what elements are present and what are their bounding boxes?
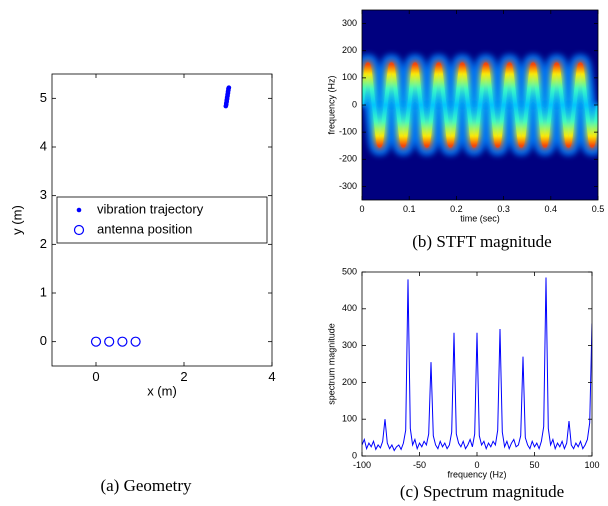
x-tick-label: 2 — [180, 369, 187, 384]
marker — [117, 336, 128, 347]
x-tick-label: 0.2 — [450, 204, 463, 214]
axes-box — [361, 271, 593, 457]
x-tick-label: 0.4 — [545, 204, 558, 214]
x-tick-label: 0 — [359, 204, 364, 214]
x-axis-label: frequency (Hz) — [447, 470, 506, 480]
marker — [104, 336, 115, 347]
x-tick-label: 0 — [92, 369, 99, 384]
legend-box — [56, 196, 268, 244]
y-tick-label: 200 — [342, 45, 357, 55]
x-tick-label: 0 — [474, 460, 479, 470]
x-tick-label: 100 — [584, 460, 599, 470]
axes-box — [51, 73, 273, 367]
marker — [226, 85, 232, 90]
legend-label: antenna position — [97, 221, 192, 236]
plot-area — [90, 85, 232, 347]
x-tick-label: -50 — [413, 460, 426, 470]
plot-area — [362, 54, 598, 156]
y-tick-label: -100 — [339, 127, 357, 137]
legend-marker — [76, 207, 82, 213]
legend-marker — [73, 224, 85, 236]
plot-area — [362, 277, 592, 452]
y-tick-label: 0 — [352, 450, 357, 460]
marker — [130, 336, 141, 347]
panel: -100 -50 0 50 100 0 100 200 300 400 500 frequency (… — [326, 266, 599, 501]
y-tick-label: 0 — [40, 333, 47, 348]
marker — [90, 336, 102, 347]
y-tick-label: 0 — [352, 99, 357, 109]
y-tick-label: -300 — [339, 181, 357, 191]
x-axis-label: time (sec) — [460, 214, 500, 224]
ridge-core — [362, 62, 598, 148]
y-axis-label: frequency (Hz) — [326, 75, 336, 134]
caption: (c) Spectrum magnitude — [400, 482, 564, 501]
y-tick-label: 500 — [342, 266, 357, 276]
y-tick-label: 100 — [342, 414, 357, 424]
x-tick-label: 0.1 — [403, 204, 416, 214]
y-tick-label: 400 — [342, 303, 357, 313]
x-tick-label: 50 — [529, 460, 539, 470]
x-tick-label: -100 — [353, 460, 371, 470]
x-tick-label: 0.3 — [497, 204, 510, 214]
y-tick-label: -200 — [339, 154, 357, 164]
x-tick-label: 4 — [268, 369, 275, 384]
x-axis-label: x (m) — [147, 384, 177, 399]
spectrum-line — [362, 277, 592, 452]
panel: 0 0.1 0.2 0.3 0.4 0.5 -300 -200 -100 0 100 200 300 ti… — [326, 9, 605, 251]
y-tick-label: 1 — [40, 284, 47, 299]
y-tick-label: 3 — [40, 187, 47, 202]
y-axis-label: spectrum magnitude — [326, 323, 336, 405]
panel: 0 2 4 0 1 2 3 4 5 x (m) y (m) (a) Geometry vibration… — [9, 73, 276, 495]
y-tick-label: 2 — [40, 236, 47, 251]
y-tick-label: 100 — [342, 72, 357, 82]
legend-label: vibration trajectory — [97, 201, 204, 216]
y-tick-label: 200 — [342, 377, 357, 387]
x-tick-label: 0.5 — [592, 204, 605, 214]
y-tick-label: 300 — [342, 18, 357, 28]
caption: (b) STFT magnitude — [412, 232, 551, 251]
y-tick-label: 4 — [40, 138, 47, 153]
y-tick-label: 5 — [40, 90, 47, 105]
y-axis-label: y (m) — [9, 205, 24, 235]
caption: (a) Geometry — [100, 476, 192, 495]
y-tick-label: 300 — [342, 340, 357, 350]
